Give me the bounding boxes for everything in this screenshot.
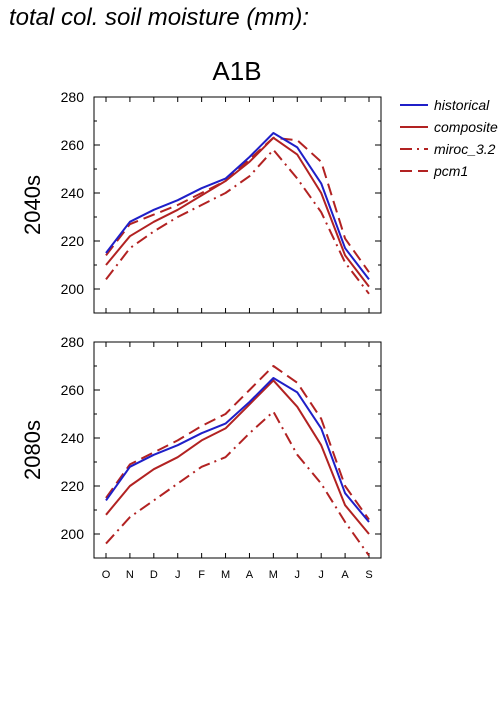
chart-title: A1B [212, 56, 261, 86]
page-title: total col. soil moisture (mm): [9, 4, 310, 31]
x-tick-label: A [341, 569, 349, 581]
y-tick-label: 280 [61, 89, 85, 105]
chart-panel-1: 200 220 240 260 280 2040s [20, 89, 382, 314]
legend-label: pcm1 [433, 163, 468, 179]
series-line-historical [105, 377, 370, 523]
y-tick-label: 240 [61, 185, 85, 201]
plot-frame [93, 96, 382, 314]
x-tick-label: O [102, 569, 111, 581]
x-tick-label: S [365, 569, 372, 581]
legend-label: historical [434, 97, 490, 113]
y-tick-label: 220 [61, 478, 85, 494]
series-line-pcm1 [105, 136, 370, 273]
y-tick-label: 220 [61, 233, 85, 249]
series-line-pcm1 [105, 365, 370, 521]
chart-panel-2: 200 220 240 260 280 O N D J F M A M J J A S 2080s [20, 334, 382, 581]
row-label: 2080s [20, 420, 45, 480]
series-line-composite [105, 136, 370, 288]
plot-frame [93, 341, 382, 559]
row-label: 2040s [20, 175, 45, 235]
series-line-miroc-3-2 [105, 410, 370, 557]
series-line-composite [105, 379, 370, 535]
legend-label: composite [434, 119, 498, 135]
x-tick-label: F [198, 569, 205, 581]
y-tick-label: 200 [61, 526, 85, 542]
y-tick-label: 280 [61, 334, 85, 350]
x-tick-label: A [246, 569, 254, 581]
x-tick-label: J [318, 569, 324, 581]
x-tick-label: J [175, 569, 181, 581]
x-tick-label: M [221, 569, 230, 581]
y-tick-label: 200 [61, 281, 85, 297]
y-tick-label: 240 [61, 430, 85, 446]
series-line-historical [105, 132, 370, 281]
chart-legend: historical composite miroc_3.2 pcm1 [400, 97, 498, 179]
x-tick-label: N [126, 569, 134, 581]
y-tick-label: 260 [61, 137, 85, 153]
x-tick-label: D [150, 569, 158, 581]
y-tick-label: 260 [61, 382, 85, 398]
x-tick-label: M [269, 569, 278, 581]
legend-label: miroc_3.2 [434, 141, 496, 157]
x-tick-label: J [295, 569, 301, 581]
